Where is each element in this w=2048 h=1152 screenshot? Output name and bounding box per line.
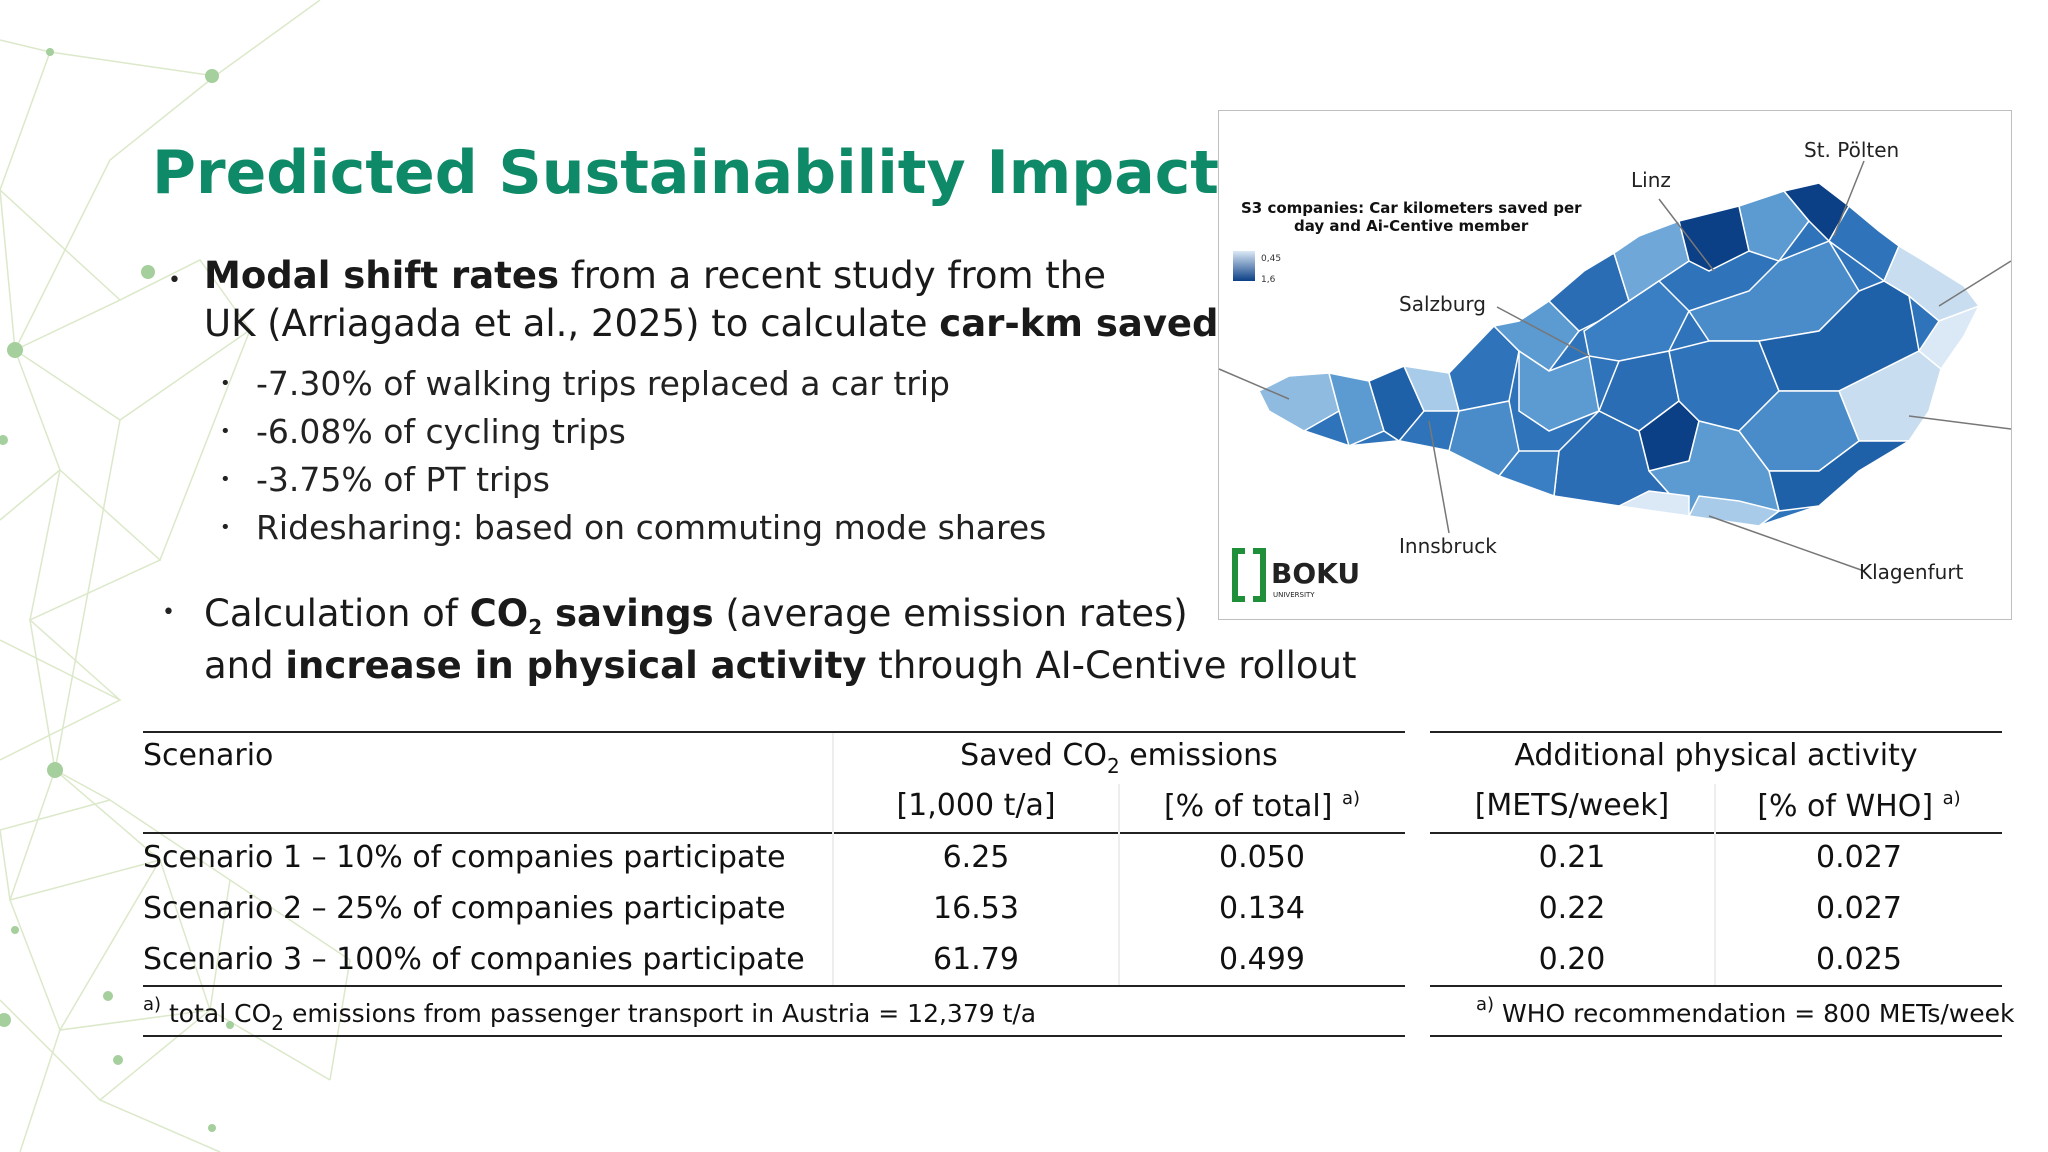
city-label-klagenfurt: Klagenfurt — [1859, 560, 1964, 584]
table-row-scenario-1: Scenario 1 – 10% of companies participat… — [143, 840, 786, 875]
table-cell-pct: 0.050 — [1219, 840, 1305, 875]
table-co2-col-sep — [1118, 784, 1120, 985]
table-co2-col-sep — [832, 733, 834, 985]
table-cell-pct: 0.134 — [1219, 891, 1305, 926]
background-network-decoration — [0, 0, 351, 1152]
bullet-marker: • — [162, 600, 175, 625]
table-pa-footnote: a) WHO recommendation = 800 METs/week — [1476, 994, 2015, 1028]
table-cell-kt: 16.53 — [933, 891, 1019, 926]
austria-choropleth-map: S3 companies: Car kilometers saved per d… — [1218, 138, 2012, 602]
table-co2-col-kt: [1,000 t/a] — [896, 788, 1056, 823]
table-pa-header-group: Additional physical activity — [1514, 738, 1918, 773]
sub-bullet-walking: • -7.30% of walking trips replaced a car … — [220, 364, 950, 403]
table-cell-pct: 0.499 — [1219, 942, 1305, 977]
map-legend-scale — [1233, 251, 1255, 281]
bullet-co2: Calculation of CO2 savings (average emis… — [204, 592, 1188, 639]
sub-bullet-pt: • -3.75% of PT trips — [220, 460, 550, 499]
table-co2-col-pct: [% of total] a) — [1163, 788, 1361, 824]
boku-logo: BOKU UNIVERSITY — [1232, 548, 1360, 602]
city-label-linz: Linz — [1631, 168, 1671, 192]
table-cell-mets: 0.21 — [1538, 840, 1606, 875]
table-cell-mets: 0.22 — [1538, 891, 1606, 926]
page-title: Predicted Sustainability Impacts — [152, 138, 1255, 208]
sub-bullet-cycling: • -6.08% of cycling trips — [220, 412, 626, 451]
bullet-modal-shift: Modal shift rates from a recent study fr… — [204, 254, 1107, 297]
table-cell-kt: 6.25 — [942, 840, 1010, 875]
table-cell-who: 0.027 — [1816, 891, 1902, 926]
city-label-innsbruck: Innsbruck — [1399, 534, 1497, 558]
austria-map: S3 companies: Car kilometers saved per d… — [1218, 110, 2012, 620]
map-legend-min: 0,45 — [1261, 254, 1281, 264]
table-pa-bottom-rule — [1430, 1035, 2002, 1037]
table-pa-top-rule — [1430, 731, 2002, 733]
map-legend-max: 1,6 — [1261, 275, 1276, 285]
table-cell-who: 0.025 — [1816, 942, 1902, 977]
bullet-co2-line2: and increase in physical activity throug… — [204, 644, 1357, 687]
table-co2-footnote: a) total CO2 emissions from passenger tr… — [143, 994, 1037, 1035]
bullet-marker: • — [168, 268, 181, 293]
table-row-scenario-2: Scenario 2 – 25% of companies participat… — [143, 891, 786, 926]
table-co2-top-rule — [143, 731, 1405, 733]
map-legend-title-1: S3 companies: Car kilometers saved per — [1241, 199, 1582, 217]
table-cell-who: 0.027 — [1816, 840, 1902, 875]
table-co2-body-rule — [143, 985, 1405, 987]
table-pa-body-rule — [1430, 985, 2002, 987]
table-row-scenario-3: Scenario 3 – 100% of companies participa… — [143, 942, 805, 977]
bullet-modal-shift-line2: UK (Arriagada et al., 2025) to calculate… — [204, 302, 1231, 345]
table-co2-header-scenario: Scenario — [143, 738, 274, 773]
table-co2-bottom-rule — [143, 1035, 1405, 1037]
table-pa-header-rule — [1430, 832, 2002, 834]
table-co2-header-rule — [143, 832, 1405, 834]
table-pa-col-who: [% of WHO] a) — [1757, 788, 1961, 824]
city-label-st-poelten: St. Pölten — [1804, 138, 1899, 162]
city-label-salzburg: Salzburg — [1399, 292, 1486, 316]
table-cell-mets: 0.20 — [1538, 942, 1606, 977]
map-legend-title-2: day and Ai-Centive member — [1294, 217, 1529, 235]
table-cell-kt: 61.79 — [933, 942, 1019, 977]
table-co2-header-group: Saved CO2 emissions — [960, 738, 1278, 778]
boku-logo-text: BOKU — [1271, 557, 1360, 590]
boku-logo-sub: UNIVERSITY — [1273, 591, 1315, 599]
sub-bullet-ridesharing: • Ridesharing: based on commuting mode sh… — [220, 508, 1047, 547]
table-pa-col-sep — [1714, 784, 1716, 985]
table-pa-col-mets: [METS/week] — [1474, 788, 1670, 823]
